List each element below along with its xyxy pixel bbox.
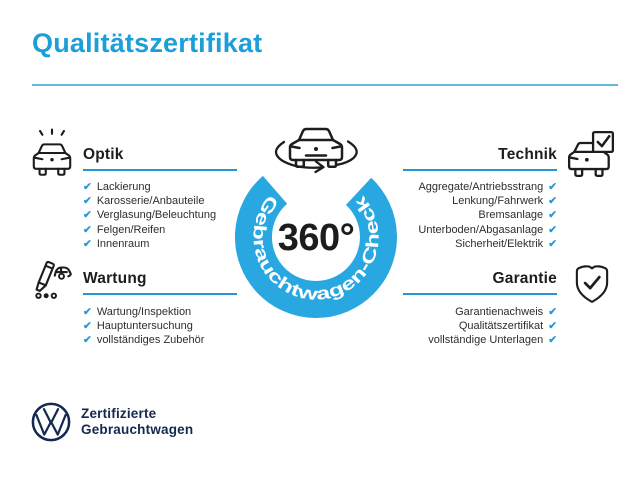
brand-claim: Zertifizierte Gebrauchtwagen xyxy=(81,406,193,439)
car-shine-icon xyxy=(29,128,75,178)
check-icon: ✔ xyxy=(548,195,557,208)
degree-label: 360° xyxy=(278,217,355,259)
check-icon: ✔ xyxy=(548,223,557,236)
check-icon: ✔ xyxy=(548,306,557,318)
checklist-item-label: Aggregate/Antriebsstrang xyxy=(418,181,544,193)
checklist-item-label: Garantienachweis xyxy=(455,306,544,318)
checklist-item: Sicherheit/Elektrik ✔ xyxy=(377,237,557,251)
section-wartung-underline xyxy=(83,293,237,295)
checklist-item: ✔ vollständiges Zubehör xyxy=(83,333,263,347)
checklist-item-label: Felgen/Reifen xyxy=(96,223,166,236)
checklist-item: Unterboden/Abgasanlage ✔ xyxy=(377,223,557,237)
section-technik: Technik xyxy=(403,146,557,171)
checklist-item: ✔ Karosserie/Anbauteile xyxy=(83,194,263,208)
checklist-item: ✔ Lackierung xyxy=(83,180,263,194)
section-garantie-underline xyxy=(403,293,557,295)
section-technik-underline xyxy=(403,169,557,171)
checklist-item: ✔ Felgen/Reifen xyxy=(83,223,263,237)
check-icon: ✔ xyxy=(548,181,557,193)
check-icon: ✔ xyxy=(83,181,92,193)
optik-checklist: ✔ Lackierung ✔ Karosserie/Anbauteile ✔ Verg… xyxy=(83,180,263,251)
checklist-item: ✔ Verglasung/Beleuchtung xyxy=(83,208,263,222)
check-icon: ✔ xyxy=(83,334,92,347)
brand-claim-line2: Gebrauchtwagen xyxy=(81,422,194,437)
header-divider xyxy=(32,84,618,86)
checklist-item-label: Qualitätszertifikat xyxy=(458,320,544,333)
checklist-item-label: Innenraum xyxy=(96,237,150,250)
checklist-item: Aggregate/Antriebsstrang ✔ xyxy=(377,180,557,194)
checklist-item-label: Sicherheit/Elektrik xyxy=(455,237,544,250)
section-wartung: Wartung xyxy=(83,270,237,295)
section-optik: Optik xyxy=(83,146,237,171)
checklist-item-label: Wartung/Inspektion xyxy=(96,306,192,318)
checklist-item-label: Bremsanlage xyxy=(478,209,544,222)
section-technik-heading: Technik xyxy=(498,146,557,163)
check-icon: ✔ xyxy=(548,334,557,347)
car-checkbox-icon xyxy=(566,130,616,180)
wartung-checklist: ✔ Wartung/Inspektion ✔ Hauptuntersuchung ✔… xyxy=(83,305,263,348)
checklist-item: Bremsanlage ✔ xyxy=(377,208,557,222)
checklist-item: vollständige Unterlagen ✔ xyxy=(377,333,557,347)
checklist-item-label: Lackierung xyxy=(96,181,151,193)
check-icon: ✔ xyxy=(83,195,92,208)
check-icon: ✔ xyxy=(83,320,92,333)
check-icon: ✔ xyxy=(83,209,92,222)
section-wartung-heading: Wartung xyxy=(83,270,147,287)
brand-footer: Zertifizierte Gebrauchtwagen xyxy=(31,402,193,442)
page-title: Qualitätszertifikat xyxy=(32,28,263,58)
section-garantie-heading: Garantie xyxy=(492,270,557,287)
section-optik-underline xyxy=(83,169,237,171)
checklist-item: ✔ Wartung/Inspektion xyxy=(83,305,263,319)
technik-checklist: Aggregate/Antriebsstrang ✔ Lenkung/Fahrwe… xyxy=(377,180,557,251)
checklist-item-label: vollständiges Zubehör xyxy=(96,334,205,347)
vw-logo xyxy=(31,402,71,442)
check-icon: ✔ xyxy=(548,237,557,250)
checklist-item: Garantienachweis ✔ xyxy=(377,305,557,319)
pencil-checklist-car-icon xyxy=(27,256,73,302)
brand-claim-line1: Zertifizierte xyxy=(81,405,157,421)
section-garantie: Garantie xyxy=(403,270,557,295)
shield-check-icon xyxy=(570,260,614,308)
car-rotation-icon xyxy=(274,127,358,174)
check-icon: ✔ xyxy=(83,223,92,236)
checklist-item-label: Karosserie/Anbauteile xyxy=(96,195,205,208)
ring-shape xyxy=(234,175,397,318)
checklist-item-label: Verglasung/Beleuchtung xyxy=(96,209,217,222)
checklist-item-label: Lenkung/Fahrwerk xyxy=(452,195,544,208)
section-optik-heading: Optik xyxy=(83,146,124,163)
360-check-badge: Gebrauchtwagen-Check 360° xyxy=(220,112,420,339)
check-icon: ✔ xyxy=(548,320,557,333)
checklist-item: ✔ Innenraum xyxy=(83,237,263,251)
check-icon: ✔ xyxy=(83,306,92,318)
checklist-item: Lenkung/Fahrwerk ✔ xyxy=(377,194,557,208)
checklist-item-label: Hauptuntersuchung xyxy=(96,320,193,333)
check-icon: ✔ xyxy=(548,209,557,222)
checklist-item-label: Unterboden/Abgasanlage xyxy=(418,223,544,236)
checklist-item-label: vollständige Unterlagen xyxy=(428,334,544,347)
checklist-item: Qualitätszertifikat ✔ xyxy=(377,319,557,333)
garantie-checklist: Garantienachweis ✔ Qualitätszertifikat ✔ v… xyxy=(377,305,557,348)
checklist-item: ✔ Hauptuntersuchung xyxy=(83,319,263,333)
check-icon: ✔ xyxy=(83,237,92,250)
